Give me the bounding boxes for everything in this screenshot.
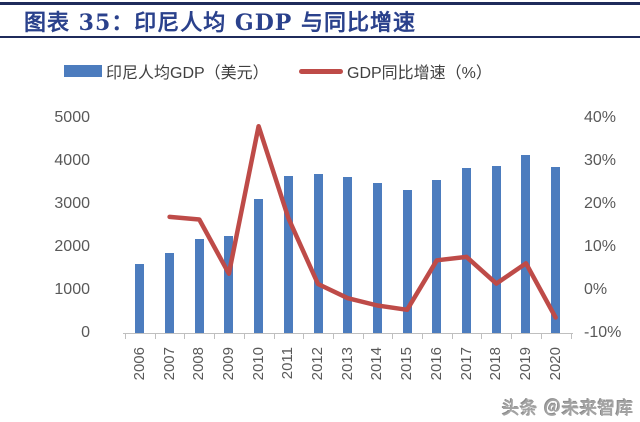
x-axis-tickmark [125, 334, 126, 339]
x-axis-label-2007: 2007 [160, 347, 178, 381]
line-swatch-icon [299, 68, 343, 74]
figure-title: 图表 35：印尼人均 GDP 与同比增速 [24, 10, 417, 36]
left-axis-tick-label: 4000 [54, 152, 90, 169]
x-axis-tickmark [184, 334, 186, 339]
left-axis-tick-label: 1000 [54, 281, 90, 298]
right-axis-tick-label: 0% [584, 281, 608, 298]
x-axis-tickmark [392, 334, 394, 339]
x-axis-label-2009: 2009 [219, 347, 237, 381]
x-axis-tickmark [481, 334, 483, 339]
x-axis-tickmark [243, 334, 245, 339]
legend-label-gdp-growth: GDP同比增速（%） [347, 65, 492, 82]
x-axis-tickmark [451, 334, 453, 339]
x-axis-label-2010: 2010 [249, 347, 267, 381]
x-axis-tickmark [154, 334, 156, 339]
bar-2014 [372, 182, 382, 333]
x-axis-tickmark [540, 334, 542, 339]
legend-item-gdp-growth: GDP同比增速（%） [299, 58, 492, 84]
chart-legend: 印尼人均GDP（美元） GDP同比增速（%） [0, 58, 640, 84]
x-axis-label-2019: 2019 [516, 347, 534, 381]
title-bottom-rule [0, 36, 640, 38]
x-axis-label-2015: 2015 [398, 347, 416, 381]
x-axis-tickmark [303, 334, 305, 339]
x-axis-tickmark [214, 334, 216, 339]
x-axis-label-2012: 2012 [309, 347, 327, 381]
x-axis-label-2013: 2013 [338, 347, 356, 381]
x-axis-line [123, 333, 573, 334]
x-axis-label-2014: 2014 [368, 347, 386, 381]
x-axis-label-2018: 2018 [487, 347, 505, 381]
right-axis-tick-label: 40% [584, 109, 617, 126]
x-axis-tickmark [332, 334, 334, 339]
x-axis-tickmark [570, 334, 572, 339]
bar-2017 [462, 167, 472, 333]
x-axis-label-2016: 2016 [427, 347, 445, 381]
right-axis-tick-label: 10% [584, 238, 617, 255]
right-axis-tick-label: -10% [584, 324, 622, 341]
x-axis-tickmark [511, 334, 513, 339]
watermark: 头条 ＠未来智库 [502, 399, 634, 418]
x-axis-label-2011: 2011 [279, 347, 297, 380]
left-axis-tick-label: 5000 [54, 109, 90, 126]
legend-label-gdp-per-capita: 印尼人均GDP（美元） [106, 65, 269, 82]
bar-2010 [254, 198, 264, 333]
bar-2015 [402, 189, 412, 333]
bar-2012 [313, 174, 323, 333]
bar-2007 [165, 252, 175, 333]
left-axis-tick-label: 3000 [54, 195, 90, 212]
growth-line [167, 123, 558, 320]
bar-2009 [224, 235, 234, 333]
bar-swatch-icon [64, 65, 102, 77]
bar-2020 [551, 166, 561, 333]
bar-2008 [194, 239, 204, 333]
x-axis-tickmark [273, 334, 275, 339]
bar-2013 [343, 177, 353, 333]
bar-2018 [491, 165, 501, 333]
bar-2006 [135, 264, 145, 333]
x-axis-tickmark [422, 334, 423, 339]
x-axis-label-2020: 2020 [546, 347, 564, 381]
bar-2011 [283, 176, 293, 333]
x-axis-tickmark [362, 334, 364, 339]
legend-item-gdp-per-capita: 印尼人均GDP（美元） [64, 58, 269, 84]
bar-2019 [521, 154, 531, 333]
left-axis-tick-label: 2000 [54, 238, 90, 255]
left-axis-tick-label: 0 [81, 324, 90, 341]
right-axis-tick-label: 20% [584, 195, 617, 212]
x-axis-label-2006: 2006 [130, 347, 148, 381]
x-axis-label-2017: 2017 [457, 347, 475, 381]
x-axis-label-2008: 2008 [190, 347, 208, 381]
title-top-rule [0, 2, 640, 5]
bar-2016 [432, 179, 442, 333]
right-axis-tick-label: 30% [584, 152, 617, 169]
